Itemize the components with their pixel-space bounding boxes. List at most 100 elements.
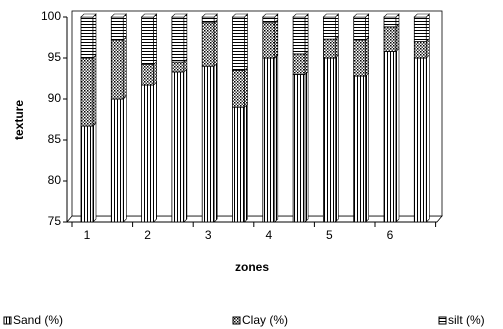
bar-segment xyxy=(353,16,367,41)
bar-side xyxy=(304,70,309,223)
bar-side xyxy=(244,13,248,72)
legend-label: Sand (%) xyxy=(13,313,63,327)
bar-segment xyxy=(80,125,94,223)
bar-side xyxy=(425,13,430,43)
bar-side xyxy=(274,19,279,59)
x-tick-label: 1 xyxy=(84,228,91,242)
bar-segment xyxy=(262,22,276,59)
bar-side xyxy=(304,50,309,76)
x-tick-label: 4 xyxy=(265,228,272,242)
bar-segment xyxy=(80,57,94,127)
x-axis-label: zones xyxy=(235,260,269,274)
bar-side xyxy=(213,19,218,67)
bar-segment xyxy=(292,53,306,75)
bar-segment xyxy=(171,71,185,223)
bar-side xyxy=(92,13,97,59)
bar-side xyxy=(304,13,309,55)
bar-segment xyxy=(413,16,427,43)
bar-side xyxy=(335,54,339,223)
bar-side xyxy=(425,54,430,223)
x-tick-label: 3 xyxy=(205,228,212,242)
bar-side xyxy=(274,54,279,223)
bar-side xyxy=(153,60,157,86)
bar-segment xyxy=(413,41,427,59)
legend-swatch xyxy=(3,316,12,325)
bar-segment xyxy=(171,61,185,73)
x-tick-label: 2 xyxy=(144,228,151,242)
bar-top xyxy=(110,13,128,18)
bar-segment xyxy=(262,16,276,24)
bar-side xyxy=(244,66,248,108)
bar-side xyxy=(123,95,127,223)
bar-side xyxy=(183,13,188,63)
bar-segment xyxy=(322,16,336,40)
bar-top xyxy=(140,13,158,18)
bar-segment xyxy=(201,16,215,24)
bar-segment xyxy=(232,16,245,71)
bar-segment xyxy=(353,75,367,223)
bar-side xyxy=(123,13,127,41)
bar-side xyxy=(335,13,339,40)
bar-side xyxy=(365,72,370,223)
bar-segment xyxy=(292,74,306,223)
bar-segment xyxy=(353,39,367,77)
bar-segment xyxy=(80,16,94,59)
bar-side xyxy=(395,23,400,53)
legend-label: Clay (%) xyxy=(242,313,288,327)
bar-segment xyxy=(232,106,245,223)
bar-side xyxy=(365,13,370,41)
bar-segment xyxy=(141,84,155,223)
legend-swatch xyxy=(232,316,241,325)
y-tick-label: 100 xyxy=(41,9,61,23)
bar-side xyxy=(395,47,400,223)
bar-side xyxy=(365,36,370,77)
legend-swatch xyxy=(438,316,447,325)
bar-top xyxy=(80,13,97,18)
bar-segment xyxy=(110,39,124,100)
bar-top xyxy=(413,13,431,18)
bar-segment xyxy=(110,16,124,41)
y-tick-label: 95 xyxy=(48,50,62,64)
y-axis-label: texture xyxy=(12,100,26,140)
bar-segment xyxy=(141,16,155,65)
legend-label: silt (%) xyxy=(448,313,485,327)
bar-top xyxy=(262,13,279,18)
bar-segment xyxy=(322,57,336,223)
bar-top xyxy=(322,13,340,18)
bar-segment xyxy=(201,65,215,223)
y-tick-label: 90 xyxy=(48,91,62,105)
bar-segment xyxy=(232,69,245,108)
bar-top xyxy=(352,13,370,18)
bar-side xyxy=(213,62,218,223)
bar-top xyxy=(201,13,218,18)
bar-segment xyxy=(383,26,397,52)
bar-side xyxy=(153,13,157,66)
bar-side xyxy=(92,122,97,223)
bar-segment xyxy=(322,38,336,59)
bar-segment xyxy=(383,16,397,28)
back-wall xyxy=(71,10,443,217)
bar-top xyxy=(383,13,400,18)
y-tick-label: 80 xyxy=(48,173,62,187)
bar-side xyxy=(183,68,188,223)
bar-segment xyxy=(171,16,185,63)
bar-segment xyxy=(413,57,427,223)
bar-side xyxy=(335,35,339,59)
bar-side xyxy=(123,36,127,100)
bar-segment xyxy=(262,57,276,223)
x-tick-label: 5 xyxy=(326,228,333,242)
bar-segment xyxy=(110,98,124,223)
bar-segment xyxy=(201,22,215,67)
bar-side xyxy=(92,54,97,127)
bar-side xyxy=(153,81,157,223)
bar-top xyxy=(231,13,249,18)
bar-side xyxy=(244,103,248,223)
y-tick-label: 75 xyxy=(48,214,62,228)
y-tick-label: 85 xyxy=(48,132,62,146)
bar-top xyxy=(292,13,309,18)
x-tick-label: 6 xyxy=(387,228,394,242)
bar-segment xyxy=(292,16,306,55)
bar-segment xyxy=(383,51,397,223)
